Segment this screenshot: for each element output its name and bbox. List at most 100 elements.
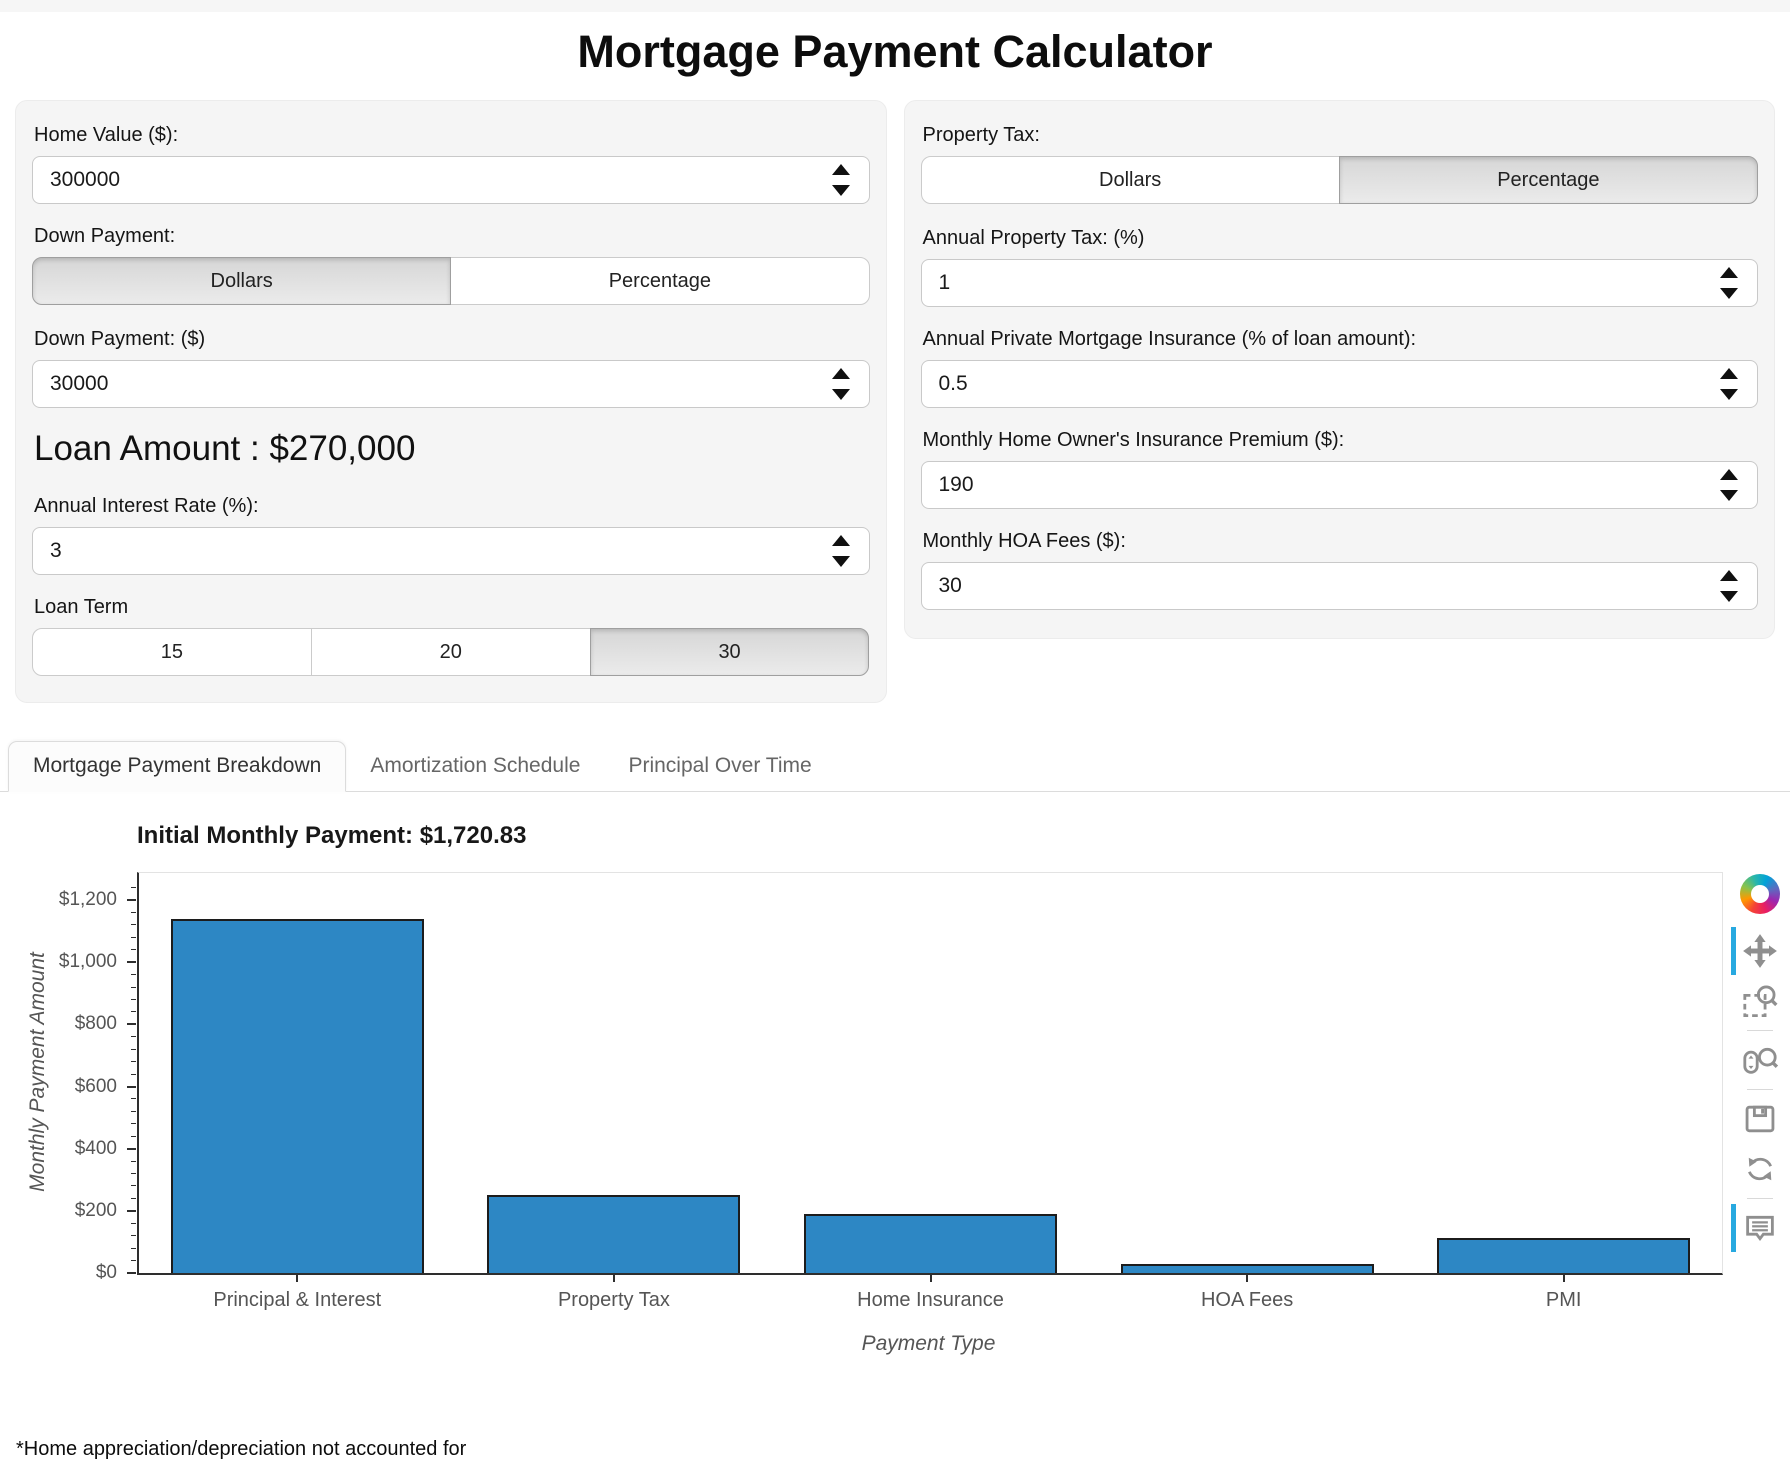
hover-tool-icon[interactable] [1731,1204,1778,1252]
tab-amortization-schedule[interactable]: Amortization Schedule [370,754,581,777]
page-title: Mortgage Payment Calculator [577,26,1213,77]
interest-rate-input[interactable] [32,527,870,575]
pan-tool-icon[interactable] [1731,927,1778,975]
box-zoom-tool-icon[interactable] [1742,983,1778,1019]
y-major-tick [127,1085,136,1088]
bokeh-logo-icon[interactable] [1740,874,1780,914]
number-stepper [1720,570,1738,602]
spinner-down-icon[interactable] [831,389,850,400]
toolbar-separator [1747,1089,1773,1090]
loan-term-30-button[interactable]: 30 [589,628,870,676]
y-major-tick [127,1023,136,1026]
spinner-up-icon[interactable] [1720,469,1738,480]
wheel-zoom-tool-icon[interactable] [1742,1042,1779,1078]
y-minor-tick [131,1260,136,1262]
x-major-tick [296,1275,299,1282]
pmi-label: Annual Private Mortgage Insurance (% of … [922,328,1417,350]
number-stepper [1720,368,1738,400]
down-payment-dollars-button[interactable]: Dollars [32,257,452,305]
interest-rate-field [32,527,870,575]
spinner-up-icon[interactable] [1720,368,1738,379]
loan-panel: Home Value ($): Down Payment: Dollars Pe… [15,100,887,703]
y-minor-tick [131,1197,136,1199]
y-minor-tick [131,1222,136,1224]
down-payment-amount-label: Down Payment: ($) [34,328,206,350]
home-value-input[interactable] [32,156,870,204]
reset-tool-icon[interactable] [1742,1151,1778,1187]
y-minor-tick [131,924,136,926]
y-major-tick [127,961,136,964]
x-tick-label: PMI [1545,1289,1582,1311]
loan-term-15-button[interactable]: 15 [32,628,312,676]
home-value-field [32,156,870,204]
spinner-down-icon[interactable] [1720,288,1738,299]
annual-property-tax-label: Annual Property Tax: (%) [922,227,1145,249]
down-payment-percentage-button[interactable]: Percentage [450,257,870,305]
property-tax-label: Property Tax: [922,124,1040,146]
y-minor-tick [131,1173,136,1175]
property-tax-percentage-button[interactable]: Percentage [1338,156,1758,204]
tab-principal-over-time[interactable]: Principal Over Time [628,754,812,777]
save-tool-icon[interactable] [1742,1101,1778,1137]
y-minor-tick [131,986,136,988]
plot-area[interactable]: $0 $200 $400 $600 $800 $1,000 $1,200 Principal … [59,872,1723,1311]
bar-pmi [1437,1238,1691,1273]
y-minor-tick [131,936,136,938]
y-major-tick [127,1272,136,1274]
interest-rate-label: Annual Interest Rate (%): [34,495,259,517]
spinner-up-icon[interactable] [831,535,850,546]
tab-mortgage-payment-breakdown[interactable]: Mortgage Payment Breakdown [8,741,347,792]
x-major-tick [929,1275,932,1282]
x-axis-title: Payment Type [861,1332,996,1355]
number-stepper [831,535,850,567]
y-minor-tick [131,1036,136,1038]
bar-hoa-fees [1120,1263,1374,1273]
spinner-up-icon[interactable] [831,164,850,175]
annual-property-tax-field [920,259,1758,307]
home-insurance-field [920,461,1758,509]
hoa-fees-input[interactable] [920,562,1758,610]
tax-panel: Property Tax: Dollars Percentage Annual … [903,100,1775,639]
y-major-tick [127,899,136,902]
spinner-up-icon[interactable] [831,368,850,379]
y-minor-tick [131,911,136,913]
y-minor-tick [131,1098,136,1100]
spinner-down-icon[interactable] [1720,490,1738,501]
y-tick-label: $0 [95,1262,117,1283]
loan-term-20-button[interactable]: 20 [310,628,591,676]
home-value-label: Home Value ($): [34,124,179,146]
home-insurance-input[interactable] [920,461,1758,509]
spinner-down-icon[interactable] [1720,389,1738,400]
spinner-down-icon[interactable] [831,556,850,567]
y-axis-title: Monthly Payment Amount [26,952,50,1192]
x-major-tick [1246,1275,1249,1282]
pmi-input[interactable] [920,360,1758,408]
spinner-down-icon[interactable] [1720,591,1738,602]
y-tick-label: $400 [74,1137,117,1159]
chart-title: Initial Monthly Payment: $1,720.83 [137,822,527,849]
y-minor-tick [131,1061,136,1063]
down-payment-input[interactable] [32,360,870,408]
bar-home-insurance [804,1213,1057,1273]
spinner-down-icon[interactable] [831,185,850,196]
y-major-tick [127,1209,136,1212]
y-tick-label: $1,200 [58,889,117,911]
spinner-up-icon[interactable] [1720,570,1738,581]
y-minor-tick [131,1110,136,1112]
y-tick-label: $800 [74,1013,117,1035]
property-tax-dollars-button[interactable]: Dollars [920,156,1340,204]
down-payment-label: Down Payment: [34,225,176,247]
x-tick-label: Property Tax [557,1289,670,1311]
y-minor-tick [131,1135,136,1137]
loan-term-label: Loan Term [34,596,129,618]
y-minor-tick [131,1048,136,1050]
y-minor-tick [131,1247,136,1249]
y-tick-label: $1,000 [58,951,117,973]
bokeh-toolbar [1731,874,1788,1253]
x-tick-label: Principal & Interest [213,1289,382,1311]
top-strip [0,0,1790,12]
y-major-tick [127,1147,136,1150]
spinner-up-icon[interactable] [1720,267,1738,278]
toolbar-separator [1747,1198,1773,1199]
annual-property-tax-input[interactable] [920,259,1758,307]
